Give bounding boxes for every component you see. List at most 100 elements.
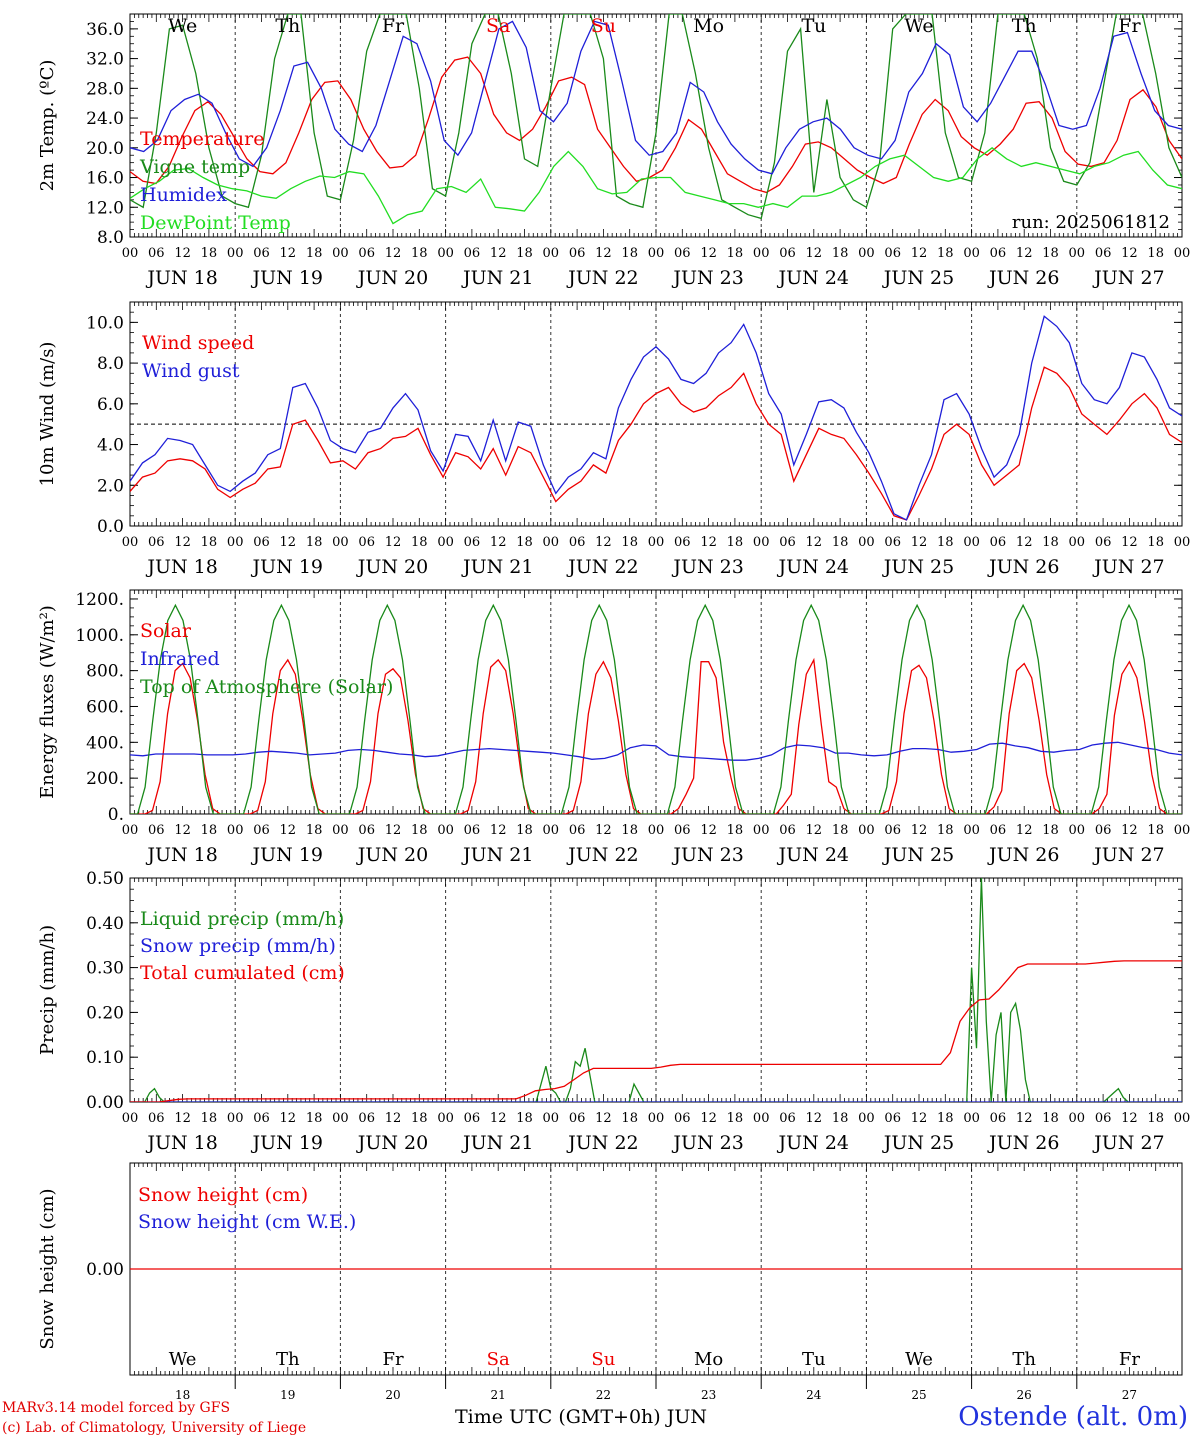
hour-tick-label: 00 — [1174, 535, 1191, 550]
hour-tick-label: 12 — [700, 246, 717, 261]
date-label: JUN 20 — [356, 1132, 428, 1154]
hour-tick-label: 06 — [674, 1111, 691, 1126]
y-axis-label: 10m Wind (m/s) — [37, 342, 58, 487]
day-name-label: Su — [591, 15, 616, 37]
hour-tick-label: 12 — [911, 535, 928, 550]
hour-tick-label: 00 — [858, 1111, 875, 1126]
y-tick-label: 200. — [86, 769, 124, 789]
hour-tick-label: 12 — [806, 823, 823, 838]
day-name-label: Sa — [487, 1349, 510, 1370]
hour-tick-label: 12 — [280, 823, 297, 838]
hour-tick-label: 18 — [411, 246, 428, 261]
hour-tick-label: 00 — [1069, 535, 1086, 550]
run-label: run: 2025061812 — [1012, 212, 1170, 233]
hour-tick-label: 18 — [1042, 535, 1059, 550]
day-name-label: Mo — [693, 15, 724, 37]
hour-tick-label: 18 — [306, 1111, 323, 1126]
hour-tick-label: 12 — [385, 246, 402, 261]
y-tick-label: 0. — [108, 805, 124, 825]
date-label: JUN 25 — [882, 556, 954, 578]
panel-4: 0.00 0.10 0.20 0.30 0.40 0.50 Precip (mm/h) Liq… — [37, 869, 1190, 1154]
hour-tick-label: 00 — [227, 246, 244, 261]
hour-tick-label: 06 — [569, 535, 586, 550]
date-label: JUN 18 — [145, 1132, 217, 1154]
hour-tick-label: 06 — [148, 535, 165, 550]
hour-tick-label: 12 — [806, 246, 823, 261]
hour-tick-label: 18 — [727, 535, 744, 550]
y-tick-label: 0.10 — [86, 1048, 124, 1068]
hour-tick-label: 00 — [122, 1111, 139, 1126]
day-number-label: 26 — [1017, 1388, 1032, 1402]
date-label: JUN 21 — [461, 1132, 533, 1154]
hour-tick-label: 12 — [280, 1111, 297, 1126]
hour-tick-label: 00 — [963, 823, 980, 838]
hour-tick-label: 18 — [937, 246, 954, 261]
day-number-label: 24 — [806, 1388, 822, 1402]
day-name-label: Mo — [694, 1349, 723, 1370]
y-tick-label: 32.0 — [86, 50, 124, 70]
series-line-top-of-atmosphere-solar- — [130, 603, 1182, 814]
hour-tick-label: 06 — [1095, 535, 1112, 550]
hour-tick-label: 12 — [911, 823, 928, 838]
date-label: JUN 20 — [356, 556, 428, 578]
panel-3: 0. 200. 400. 600. 800. 1000. 1200. Energy fluxe… — [37, 589, 1191, 866]
hour-tick-label: 00 — [543, 1111, 560, 1126]
hour-tick-label: 00 — [963, 1111, 980, 1126]
day-name-label: Fr — [382, 15, 405, 37]
hour-tick-label: 00 — [227, 535, 244, 550]
hour-tick-label: 18 — [1147, 535, 1164, 550]
legend-entry: Top of Atmosphere (Solar) — [140, 676, 393, 698]
hour-tick-label: 18 — [621, 1111, 638, 1126]
date-label: JUN 19 — [251, 844, 323, 866]
hour-tick-label: 12 — [1016, 823, 1033, 838]
hour-tick-label: 00 — [858, 535, 875, 550]
day-name-label: Sa — [486, 15, 510, 37]
hour-tick-label: 18 — [937, 1111, 954, 1126]
series-line-infrared — [130, 741, 1182, 761]
hour-tick-label: 06 — [1095, 246, 1112, 261]
date-label: JUN 23 — [671, 267, 743, 289]
date-label: JUN 19 — [251, 1132, 323, 1154]
hour-tick-label: 12 — [174, 823, 191, 838]
date-label: JUN 22 — [566, 1132, 638, 1154]
plot-frame — [129, 13, 1183, 238]
hour-tick-label: 12 — [490, 823, 507, 838]
hour-tick-label: 00 — [753, 535, 770, 550]
hour-tick-label: 00 — [332, 1111, 349, 1126]
day-number-label: 21 — [491, 1388, 506, 1402]
hour-tick-label: 06 — [253, 1111, 270, 1126]
day-name-label: We — [168, 15, 197, 37]
series-line-total-cumulated-cm- — [130, 960, 1182, 1102]
hour-tick-label: 12 — [700, 535, 717, 550]
hour-tick-label: 00 — [543, 535, 560, 550]
legend-entry: Total cumulated (cm) — [140, 962, 345, 984]
hour-tick-label: 06 — [569, 1111, 586, 1126]
y-tick-label: 10.0 — [86, 313, 124, 333]
hour-tick-label: 06 — [464, 535, 481, 550]
date-label: JUN 24 — [777, 267, 849, 289]
hour-tick-label: 06 — [464, 823, 481, 838]
y-tick-label: 2.0 — [97, 476, 124, 496]
hour-tick-label: 06 — [358, 1111, 375, 1126]
hour-tick-label: 12 — [1016, 246, 1033, 261]
date-label: JUN 27 — [1092, 556, 1164, 578]
hour-tick-label: 00 — [437, 535, 454, 550]
hour-tick-label: 18 — [411, 823, 428, 838]
hour-tick-label: 18 — [1042, 246, 1059, 261]
day-name-label: Su — [591, 1349, 615, 1370]
hour-tick-label: 12 — [1016, 535, 1033, 550]
hour-tick-label: 06 — [779, 535, 796, 550]
date-label: JUN 25 — [882, 1132, 954, 1154]
hour-tick-label: 12 — [174, 1111, 191, 1126]
panel-1: 8.0 12.0 16.0 20.0 24.0 28.0 32.0 36.0 2m Temp. … — [37, 13, 1190, 289]
hour-tick-label: 18 — [201, 1111, 218, 1126]
hour-tick-label: 18 — [832, 535, 849, 550]
hour-tick-label: 00 — [543, 246, 560, 261]
hour-tick-label: 12 — [911, 1111, 928, 1126]
y-tick-label: 36.0 — [86, 20, 124, 40]
hour-tick-label: 00 — [1069, 1111, 1086, 1126]
hour-tick-label: 00 — [1174, 823, 1191, 838]
hour-tick-label: 12 — [595, 1111, 612, 1126]
hour-tick-label: 00 — [122, 823, 139, 838]
